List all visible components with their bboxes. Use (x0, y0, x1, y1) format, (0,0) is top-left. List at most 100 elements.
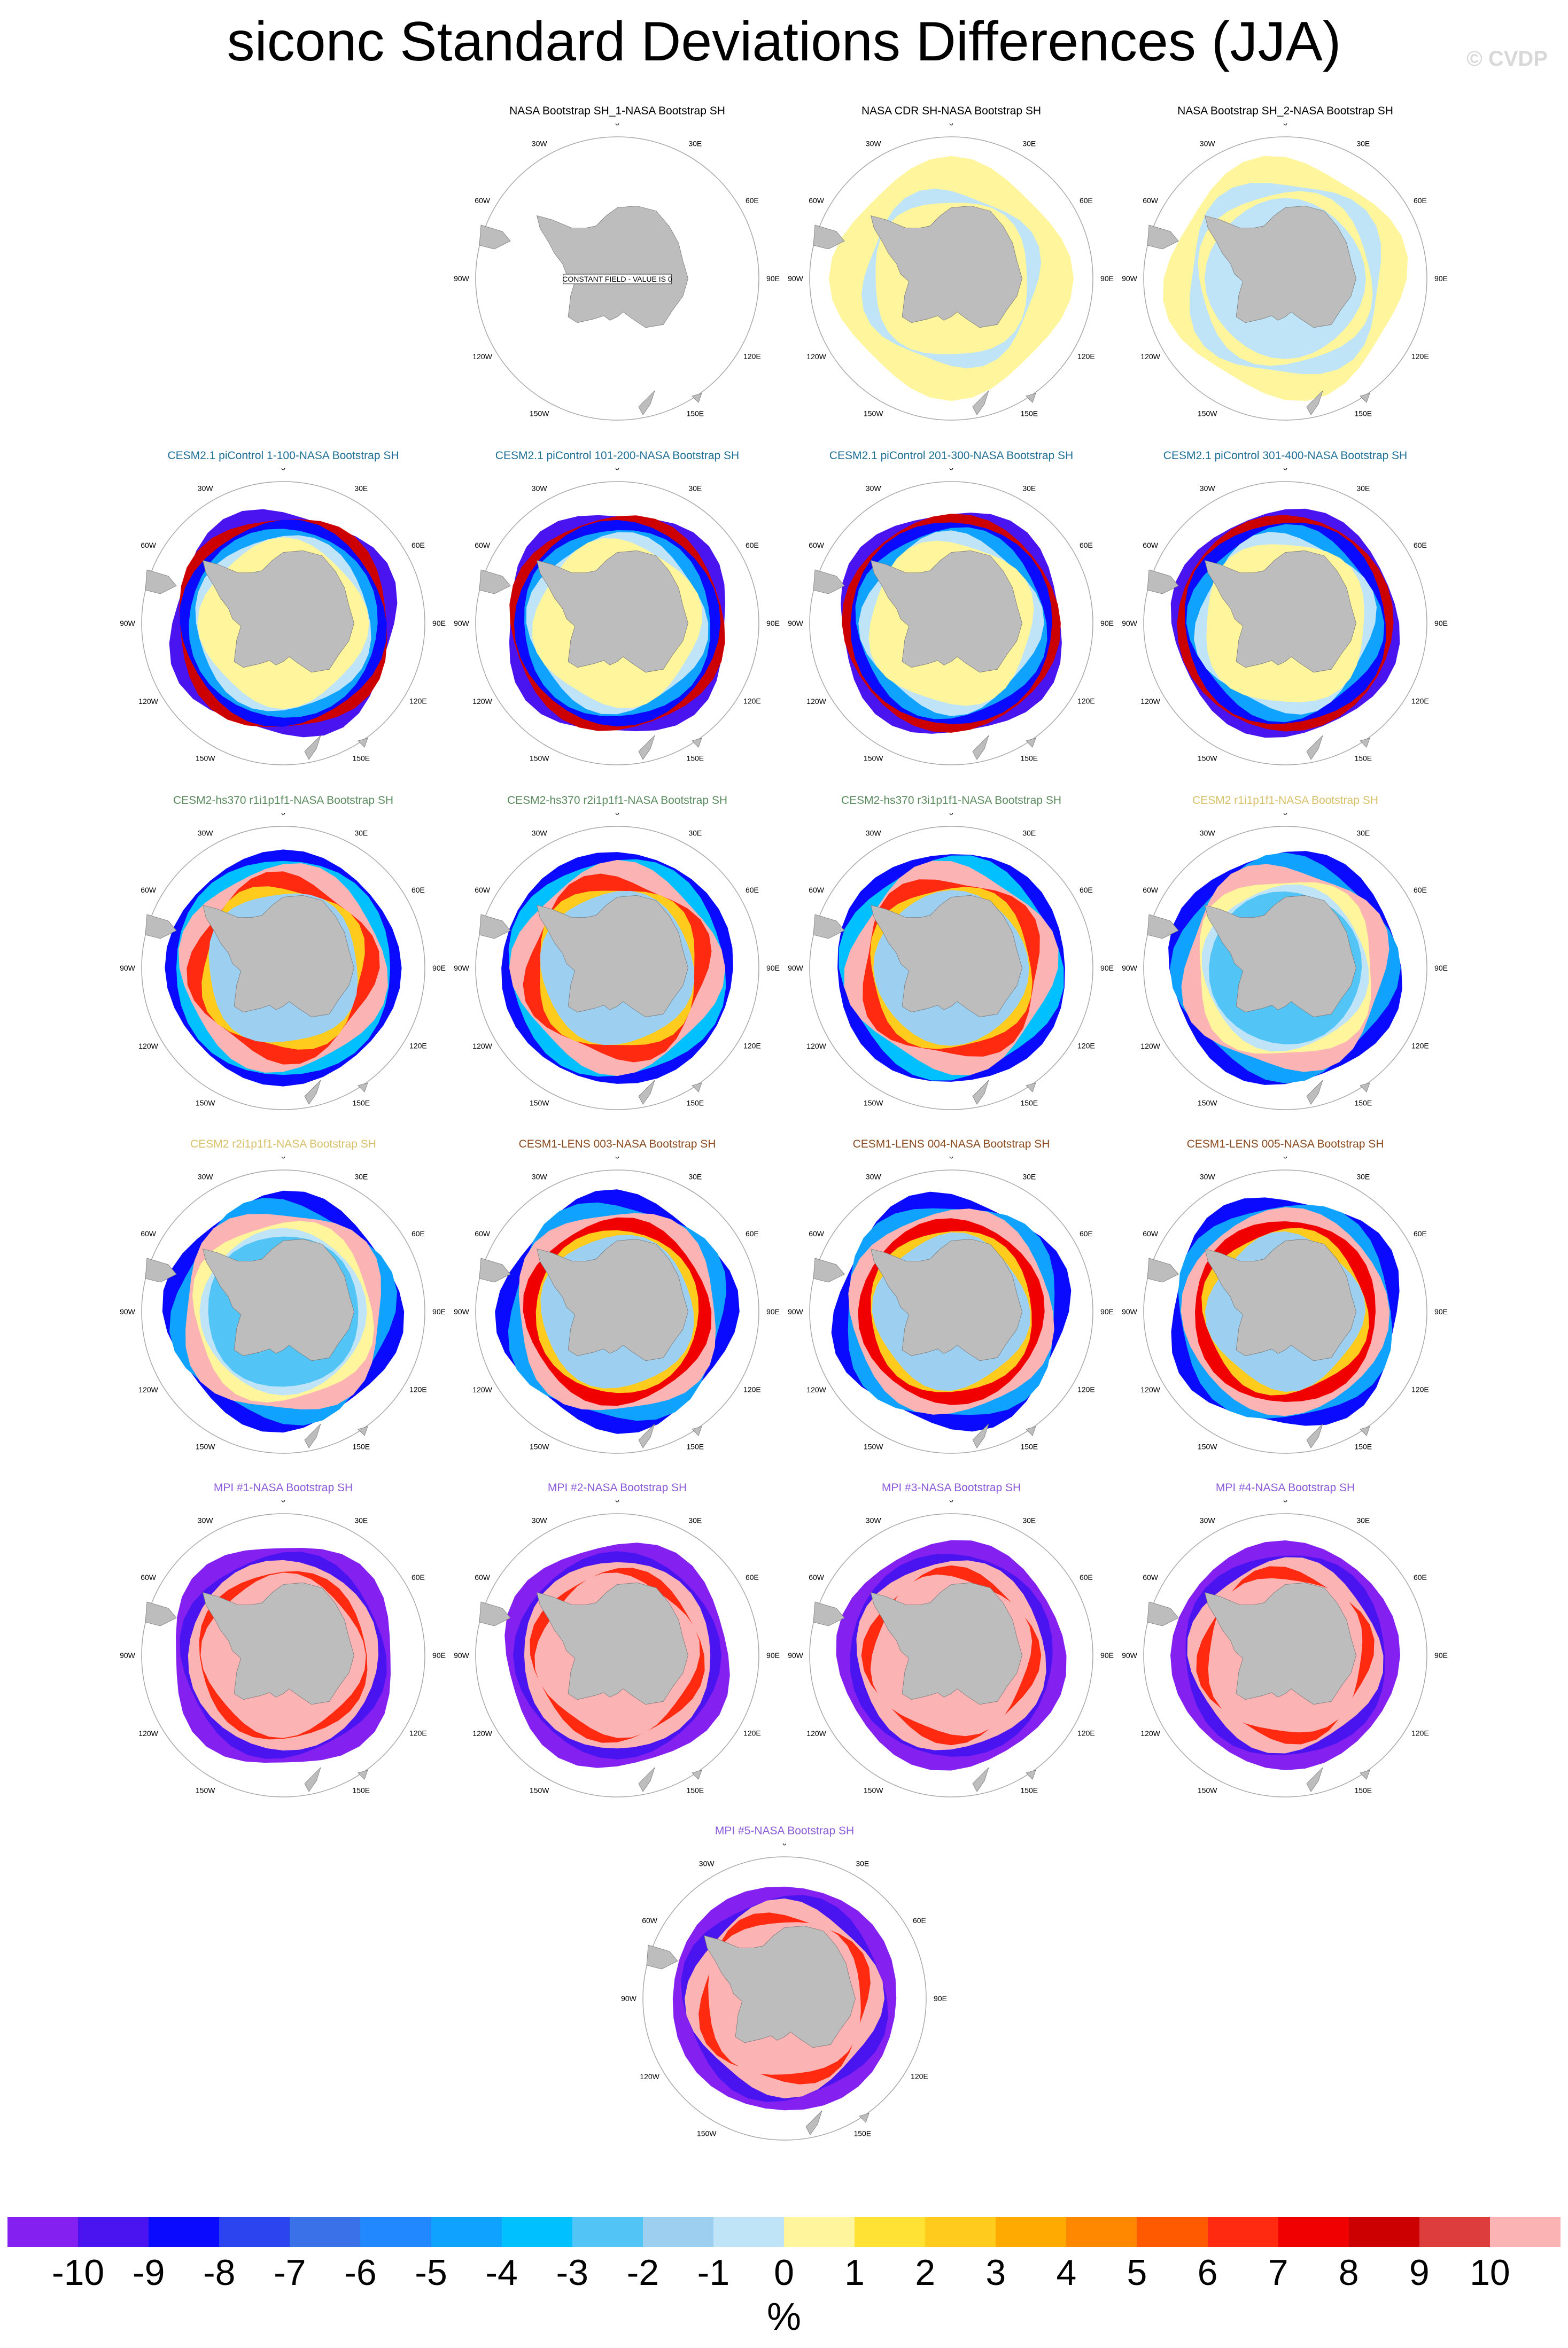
longitude-label: 150W (1198, 1442, 1217, 1451)
longitude-label: 150W (196, 1786, 215, 1794)
colorbar-segment (784, 2217, 855, 2247)
longitude-label: 30W (532, 1173, 548, 1181)
longitude-label: 150E (1354, 1786, 1372, 1794)
map-panel: MPI #4-NASA Bootstrap SH 0 30E 60E 90E 120E 15… (1120, 1481, 1451, 1807)
longitude-label: 60W (475, 196, 491, 205)
longitude-label: 30W (1200, 1173, 1216, 1181)
longitude-label: 120E (1411, 1385, 1429, 1394)
longitude-label: 30W (699, 1859, 715, 1868)
panel-title: CESM1-LENS 005-NASA Bootstrap SH (1186, 1138, 1384, 1150)
longitude-label: 120W (806, 352, 826, 361)
longitude-label: 120W (1140, 1729, 1160, 1738)
map-panel: CESM2.1 piControl 101-200-NASA Bootstrap… (452, 449, 783, 775)
longitude-label: 90W (454, 1651, 470, 1660)
new-zealand-land (972, 1080, 989, 1105)
south-america-land (813, 914, 845, 939)
longitude-label: 120W (806, 1385, 826, 1394)
panel-title: NASA CDR SH-NASA Bootstrap SH (861, 105, 1042, 117)
longitude-label: 90E (934, 1994, 947, 2003)
island-land (1360, 1426, 1370, 1436)
longitude-label: 60E (1414, 196, 1427, 205)
longitude-label: 0 (949, 1157, 953, 1160)
longitude-label: 30W (1200, 829, 1216, 838)
antarctica-land (537, 550, 688, 673)
longitude-label: 180 (945, 775, 958, 776)
longitude-label: 60E (412, 1573, 425, 1582)
polar-map: 030E60E90E120E150E180150W120W90W60W30W (454, 1157, 780, 1463)
new-zealand-land (304, 1423, 321, 1448)
new-zealand-land (638, 390, 655, 415)
longitude-label: 90W (621, 1994, 637, 2003)
longitude-label: 120W (472, 697, 492, 706)
colorbar-segment (642, 2217, 714, 2247)
longitude-label: 120E (1077, 1385, 1095, 1394)
map-panel: CESM1-LENS 003-NASA Bootstrap SH 0 30E 60E 9… (452, 1137, 783, 1463)
new-zealand-land (304, 1080, 321, 1105)
longitude-label: 30E (856, 1859, 869, 1868)
south-america-land (1147, 224, 1179, 250)
map-panel: CESM2.1 piControl 1-100-NASA Bootstrap S… (118, 449, 449, 775)
polar-map: 030E60E90E120E150E180150W120W90W60W30W (788, 468, 1114, 776)
longitude-label: 30W (198, 1173, 214, 1181)
island-land (1360, 1082, 1370, 1092)
longitude-label: 180 (611, 1807, 624, 1808)
longitude-label: 30E (688, 140, 702, 148)
longitude-label: 150W (864, 1442, 883, 1451)
longitude-label: 60E (746, 1229, 759, 1238)
south-america-land (479, 1258, 511, 1283)
longitude-label: 150W (196, 1098, 215, 1107)
longitude-label: 120E (1077, 697, 1095, 706)
longitude-label: 180 (1279, 1463, 1292, 1464)
longitude-label: 90E (1434, 1651, 1448, 1660)
polar-map: 030E60E90E120E150E180150W120W90W60W30W (1122, 813, 1448, 1120)
longitude-label: 60W (1143, 1229, 1159, 1238)
new-zealand-land (972, 735, 989, 760)
longitude-label: 180 (277, 1463, 290, 1464)
longitude-label: 120W (1140, 697, 1160, 706)
longitude-label: 150W (697, 2129, 717, 2137)
longitude-label: 60W (1143, 1573, 1159, 1582)
longitude-label: 60W (141, 886, 157, 894)
longitude-label: 60E (412, 1229, 425, 1238)
antarctica-land (203, 1238, 354, 1361)
longitude-label: 120W (806, 1042, 826, 1050)
antarctica-land (1205, 895, 1356, 1018)
colorbar-segment (1489, 2217, 1561, 2247)
map-panel: MPI #5-NASA Bootstrap SH 0 30E 60E 90E 120E 15… (619, 1824, 950, 2150)
longitude-label: 0 (1283, 123, 1287, 127)
longitude-label: 60E (746, 886, 759, 894)
longitude-label: 150E (1020, 1442, 1038, 1451)
polar-map: 030E60E90E120E150E180150W120W90W60W30W (120, 1500, 446, 1808)
longitude-label: 150E (352, 754, 370, 762)
island-land (1360, 738, 1370, 748)
colorbar-segment (1419, 2217, 1491, 2247)
antarctica-land (537, 205, 688, 328)
longitude-label: 90E (1100, 1651, 1114, 1660)
longitude-label: 150W (1198, 409, 1217, 417)
longitude-label: 180 (277, 1807, 290, 1808)
longitude-label: 150W (530, 1786, 549, 1794)
island-land (692, 738, 702, 748)
map-panel: MPI #3-NASA Bootstrap SH 0 30E 60E 90E 120E 15… (786, 1481, 1117, 1807)
colorbar-segment (1207, 2217, 1279, 2247)
longitude-label: 30E (1356, 1516, 1370, 1525)
panel-title: CESM2.1 piControl 1-100-NASA Bootstrap S… (167, 450, 399, 462)
longitude-label: 120W (640, 2072, 659, 2081)
longitude-label: 0 (281, 1157, 285, 1160)
longitude-label: 60E (1080, 886, 1093, 894)
longitude-label: 60E (913, 1916, 926, 1925)
colorbar (7, 2217, 1561, 2247)
new-zealand-land (304, 1767, 321, 1792)
longitude-label: 150W (530, 754, 549, 762)
colorbar-segment (290, 2217, 361, 2247)
longitude-label: 180 (945, 1807, 958, 1808)
longitude-label: 30W (532, 140, 548, 148)
colorbar-tick-label: 1 (844, 2252, 865, 2293)
longitude-label: 60W (141, 1573, 157, 1582)
longitude-label: 90W (1122, 274, 1138, 283)
panel-title: CESM1-LENS 004-NASA Bootstrap SH (852, 1138, 1050, 1150)
longitude-label: 150E (686, 1786, 704, 1794)
island-land (1026, 1082, 1036, 1092)
longitude-label: 120W (138, 697, 158, 706)
longitude-label: 120W (138, 1042, 158, 1050)
